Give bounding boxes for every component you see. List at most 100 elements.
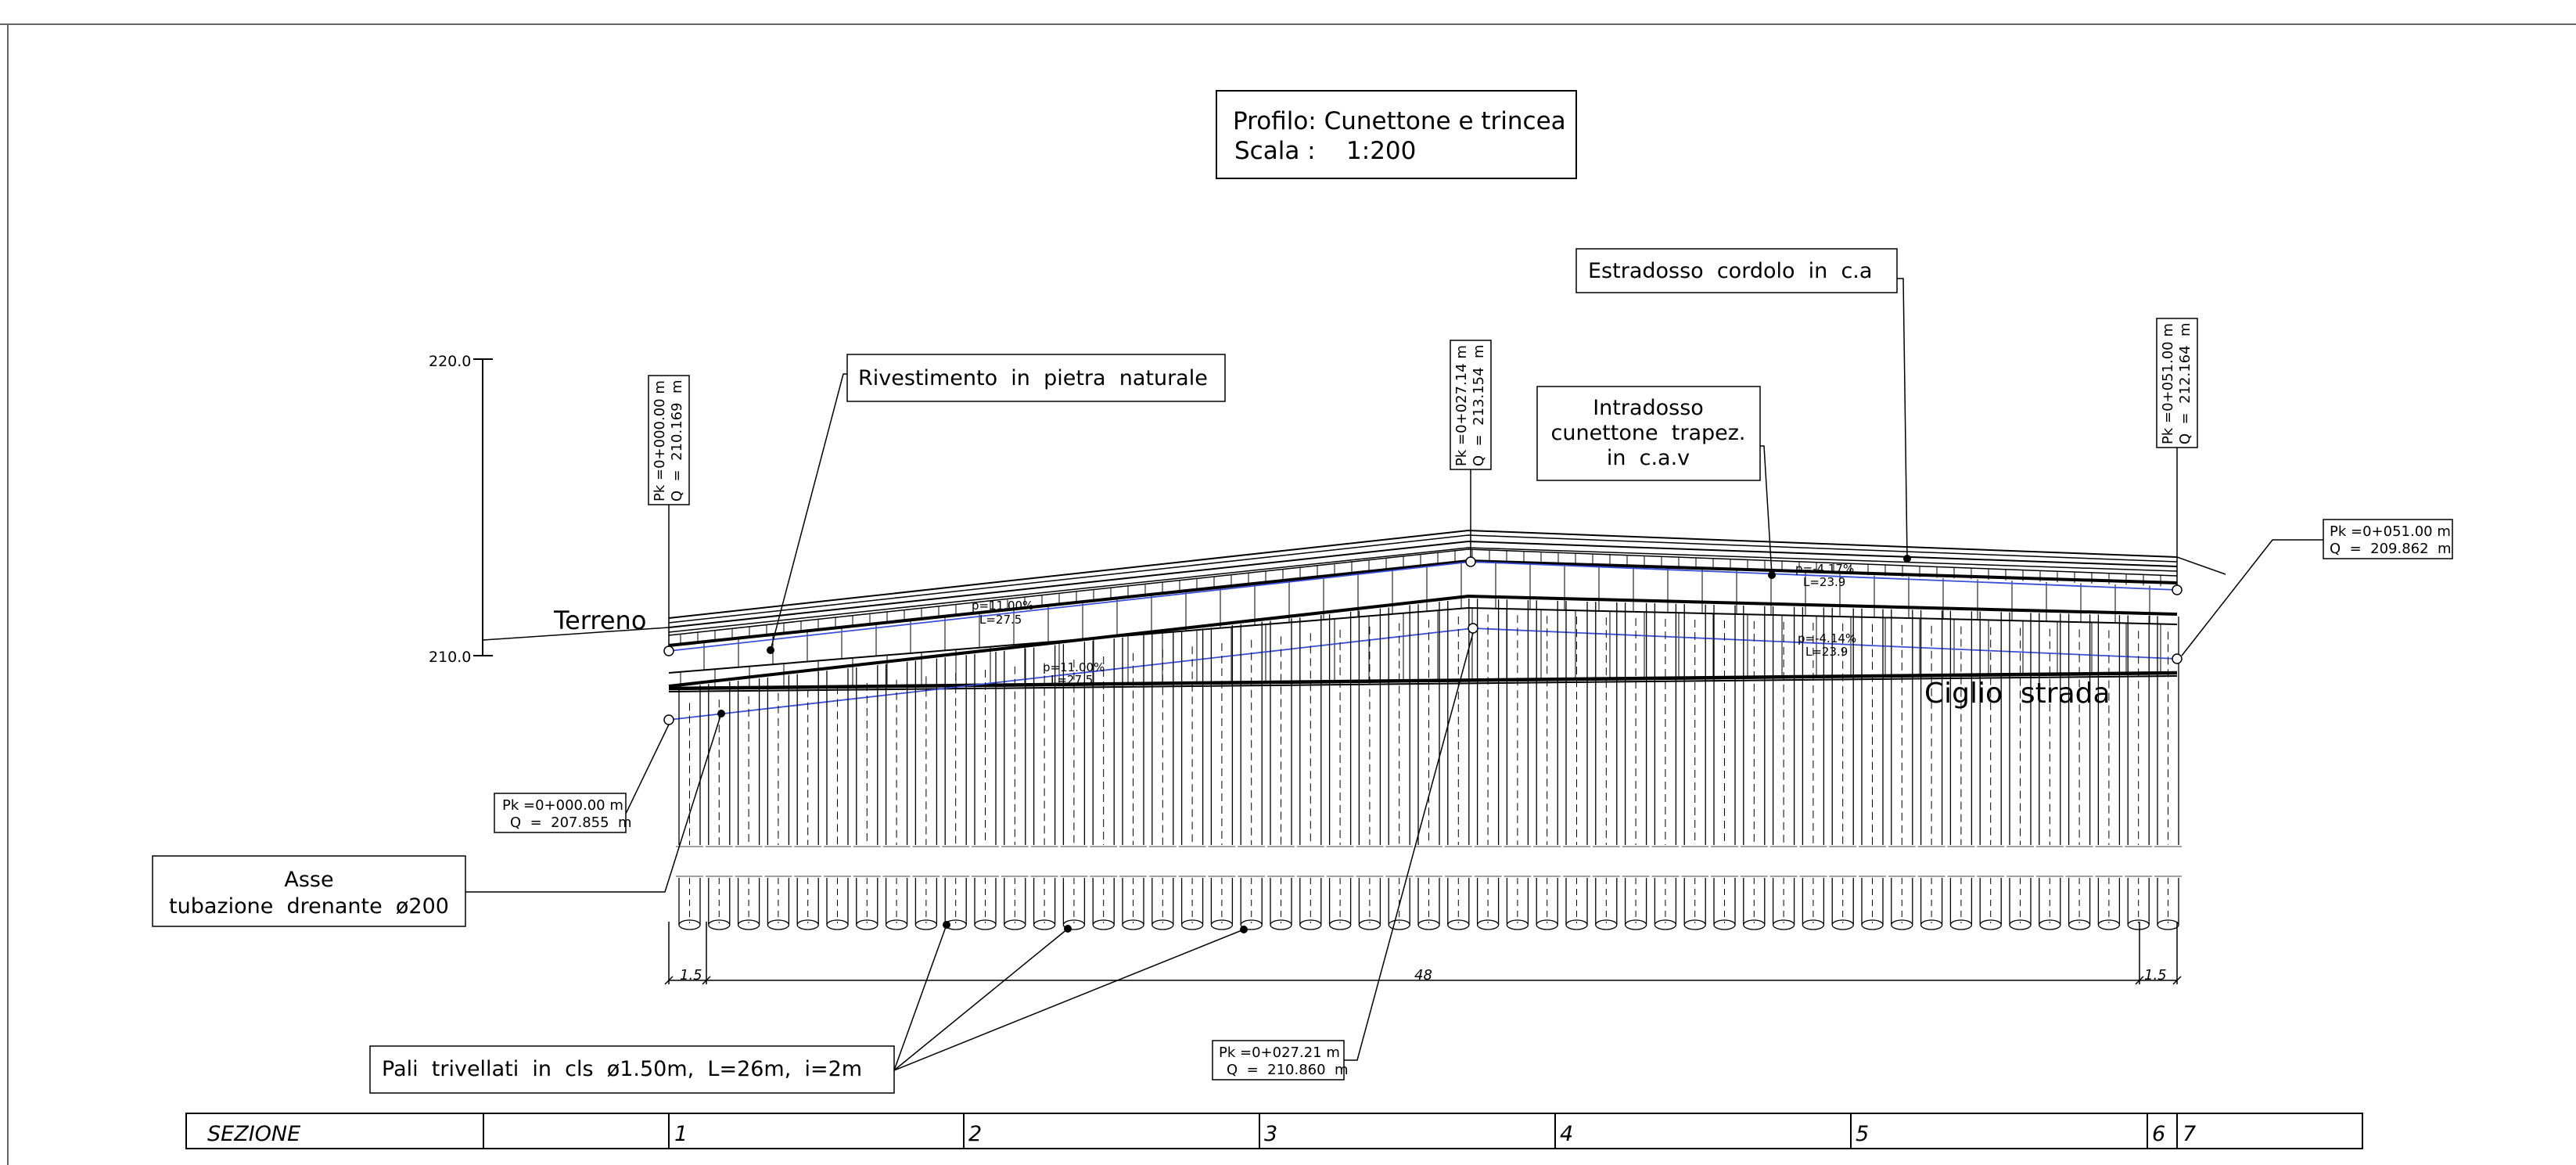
point-box-2: Pk =0+027.14 m Q = 213.154 m [1450, 340, 1492, 557]
pile [1799, 606, 1827, 930]
intradosso-callout: Intradosso cunettone trapez. in c.a.v [1536, 386, 1773, 576]
ciglio-strada-label: Ciglio strada [1924, 678, 2111, 710]
intradosso-line3: in c.a.v [1607, 446, 1690, 470]
sezione-col-3: 3 [1264, 1122, 1277, 1146]
asse-line1: Asse [284, 868, 333, 892]
pile [1326, 611, 1354, 930]
asse-line2: tubazione drenante ø200 [169, 894, 449, 919]
pile [1859, 608, 1886, 930]
point-box-1: Pk =0+000.00 m Q = 210.169 m [648, 375, 690, 646]
pile [2007, 612, 2034, 930]
sezione-col-7: 7 [2183, 1122, 2196, 1146]
p4-q: Q = 209.862 m [2330, 541, 2452, 557]
pile [735, 678, 763, 930]
pile [1651, 603, 1680, 930]
embankment-hatching [680, 549, 2161, 689]
embankment-top-band [668, 529, 2226, 692]
estradosso-callout: Estradosso cordolo in c.a [1575, 248, 1908, 559]
pile [2095, 614, 2123, 930]
pile [1238, 621, 1266, 930]
intradosso-line2: cunettone trapez. [1551, 421, 1746, 445]
pile [1888, 609, 1916, 930]
pile [1090, 638, 1118, 930]
pile [794, 671, 822, 930]
p6-q: Q = 210.860 m [1227, 1062, 1349, 1078]
p3-q: Q = 212.164 m [2177, 322, 2193, 444]
intradosso-line1: Intradosso [1593, 396, 1704, 420]
p1-q: Q = 210.169 m [669, 379, 685, 502]
pile [1444, 599, 1472, 930]
p4-pk: Pk =0+051.00 m [2330, 523, 2451, 540]
pile [1030, 645, 1058, 930]
pile [1977, 611, 2005, 930]
p1-pk: Pk =0+000.00 m [652, 380, 668, 502]
pile [972, 651, 999, 930]
point-box-5: Pk =0+000.00 m Q = 207.855 m [494, 724, 670, 833]
elevation-scale: 220.0 210.0 [429, 353, 493, 666]
p5-pk: Pk =0+000.00 m [502, 797, 623, 814]
sezione-table [185, 1113, 2363, 1149]
pile [705, 681, 733, 930]
estradosso-label: Estradosso cordolo in c.a [1588, 259, 1872, 283]
sezione-col-2: 2 [968, 1122, 982, 1146]
sezione-col-5: 5 [1856, 1122, 1869, 1146]
sezione-header: SEZIONE [207, 1122, 300, 1146]
dim-right: 1.5 [2144, 967, 2167, 983]
pile [882, 661, 911, 930]
rivestimento-callout: Rivestimento in pietra naturale [770, 354, 1226, 651]
dim-left: 1.5 [680, 967, 702, 983]
asse-callout: Asse tubazione drenante ø200 [152, 713, 722, 927]
p6-pk: Pk =0+027.21 m [1219, 1045, 1340, 1061]
pile [1415, 602, 1442, 930]
sezione-col-1: 1 [674, 1122, 688, 1146]
pile [1592, 602, 1620, 930]
pile [1119, 635, 1147, 930]
pile [1208, 624, 1236, 930]
pile [1711, 604, 1738, 930]
pile [1917, 609, 1945, 930]
slope1-p: p=11.00% [972, 599, 1033, 613]
slope3-l: L=23.9 [1803, 575, 1845, 589]
pile [2154, 616, 2182, 930]
pali-callout: Pali trivellati in cls ø1.50m, L=26m, i=… [369, 924, 1245, 1094]
pile [1148, 631, 1177, 930]
elevation-top-label: 220.0 [429, 353, 471, 370]
pile [1178, 628, 1206, 930]
pile [1769, 606, 1798, 930]
pile [676, 685, 703, 930]
pile [942, 655, 970, 930]
slope-labels: p=11.00% L=27.5 p=11.00% L=27.5 p=-4.17%… [972, 562, 1856, 687]
point-box-4: Pk =0+051.00 m Q = 209.862 m [2181, 519, 2453, 656]
pile [2035, 613, 2064, 930]
pile [1504, 599, 1532, 930]
pile [1740, 605, 1768, 930]
title-line2: Scala : 1:200 [1234, 137, 1416, 165]
pile [2125, 615, 2153, 930]
sezione-col-6: 6 [2152, 1122, 2165, 1146]
elevation-bottom-label: 210.0 [429, 649, 471, 666]
pile [1385, 605, 1414, 930]
piles-group [676, 599, 2182, 930]
pile [824, 668, 851, 930]
pile [1296, 615, 1324, 930]
p3-pk: Pk =0+051.00 m [2160, 323, 2176, 444]
slope4-p: p=-4.14% [1798, 631, 1856, 645]
terreno-group: Terreno [483, 606, 670, 641]
slope2-l: L=27.5 [1051, 673, 1093, 687]
pile [1829, 607, 1857, 930]
slope1-l: L=27.5 [979, 613, 1022, 627]
pile [1681, 604, 1709, 930]
dim-middle: 48 [1414, 967, 1432, 983]
pile [1474, 599, 1502, 930]
slope3-p: p=-4.17% [1795, 562, 1854, 576]
point-markers [663, 556, 2183, 725]
pile [1622, 602, 1650, 930]
pile [853, 664, 881, 930]
dimension-line [664, 922, 2182, 985]
pile [1060, 642, 1088, 930]
point-box-3: Pk =0+051.00 m Q = 212.164 m [2156, 318, 2198, 585]
sezione-col-4: 4 [1560, 1122, 1573, 1146]
pali-label: Pali trivellati in cls ø1.50m, L=26m, i=… [382, 1057, 862, 1081]
title-block: Profilo: Cunettone e trincea Scala : 1:2… [1216, 90, 1577, 179]
